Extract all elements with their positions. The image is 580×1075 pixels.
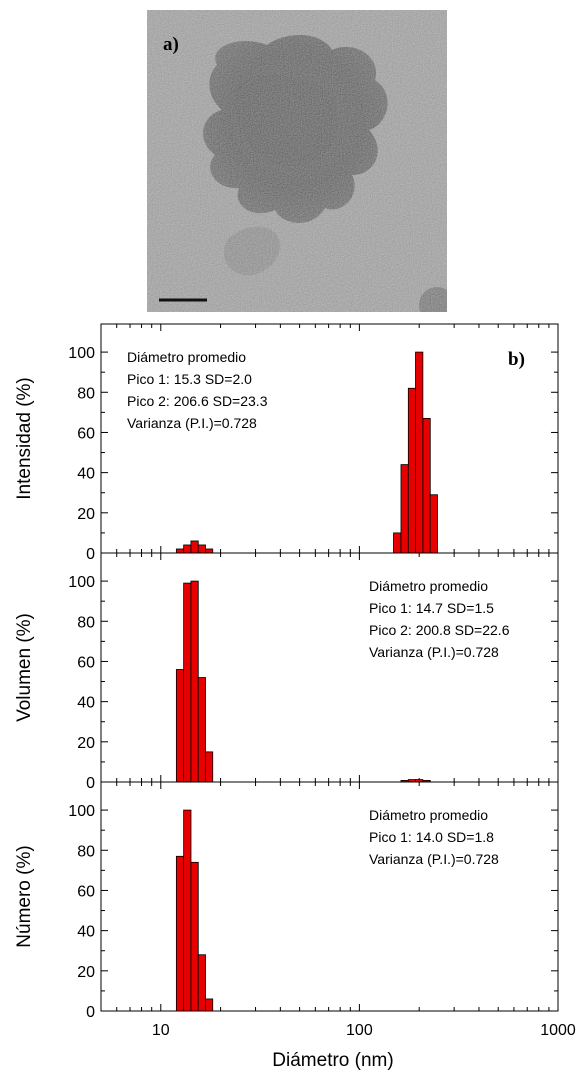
annotation-line: Pico 2: 206.6 SD=23.3 — [127, 393, 268, 409]
panel-b-label: b) — [508, 349, 525, 370]
y-tick-label: 0 — [86, 546, 95, 563]
annotation-line: Diámetro promedio — [369, 807, 488, 823]
y-tick-label: 20 — [77, 964, 95, 981]
annotation-line: Pico 1: 14.7 SD=1.5 — [369, 600, 494, 616]
x-tick-label: 1000 — [540, 1022, 576, 1039]
y-tick-label: 60 — [77, 425, 95, 442]
y-tick-label: 100 — [68, 574, 95, 591]
plot-frame — [100, 781, 559, 1012]
x-tick-label: 10 — [152, 1022, 170, 1039]
bar — [204, 998, 214, 1012]
y-tick-label: 80 — [77, 843, 95, 860]
y-tick-label: 100 — [68, 803, 95, 820]
panel-a-label: a) — [163, 34, 179, 55]
bar — [204, 548, 214, 554]
y-tick-label: 80 — [77, 385, 95, 402]
bar — [175, 548, 185, 554]
plot-frame — [100, 552, 559, 783]
y-axis-title: Número (%) — [14, 845, 35, 947]
y-tick-label: 20 — [77, 735, 95, 752]
bar — [190, 580, 199, 783]
panel-2: 0 20 40 60 80 100 Volumen (%) Diámetro promedio… — [14, 552, 559, 792]
bar — [415, 351, 424, 554]
annotation-line: Pico 1: 15.3 SD=2.0 — [127, 371, 252, 387]
y-tick-label: 0 — [86, 1004, 95, 1021]
annotation-line: Diámetro promedio — [127, 349, 246, 365]
annotation-line: Varianza (P.I.)=0.728 — [127, 415, 257, 431]
x-axis-title: Diámetro (nm) — [272, 1050, 393, 1071]
annotation-line: Varianza (P.I.)=0.728 — [369, 851, 499, 867]
y-tick-label: 20 — [77, 506, 95, 523]
panel-1: 0 20 40 60 80 100 Intensidad (%) Diámetro prome… — [14, 323, 559, 563]
y-tick-label: 0 — [86, 775, 95, 792]
bar — [175, 669, 185, 783]
bar — [190, 540, 199, 554]
y-axis-title: Intensidad (%) — [14, 377, 35, 500]
bar — [400, 464, 409, 554]
y-tick-label: 80 — [77, 614, 95, 631]
bar — [183, 544, 192, 554]
bar — [183, 582, 192, 783]
bar — [197, 677, 206, 783]
y-axis-title: Volumen (%) — [14, 613, 35, 722]
tem-micrograph-image: a) — [147, 10, 447, 312]
annotation-line: Diámetro promedio — [369, 578, 488, 594]
y-tick-label: 100 — [68, 345, 95, 362]
bar — [197, 544, 206, 554]
bar — [429, 494, 438, 554]
y-tick-label: 60 — [77, 654, 95, 671]
bar — [190, 861, 199, 1012]
bar — [422, 417, 431, 554]
y-tick-label: 40 — [77, 695, 95, 712]
bar — [204, 751, 214, 783]
y-tick-label: 40 — [77, 466, 95, 483]
x-tick-label: 100 — [346, 1022, 373, 1039]
bar — [407, 387, 417, 554]
bar — [393, 532, 402, 554]
annotation-line: Pico 2: 200.8 SD=22.6 — [369, 622, 510, 638]
annotation-line: Varianza (P.I.)=0.728 — [369, 644, 499, 660]
panel-3: 0 20 40 60 80 100 Número (%) Diámetro promedio P… — [14, 781, 559, 1021]
bar — [183, 809, 192, 1012]
y-tick-label: 40 — [77, 924, 95, 941]
y-tick-label: 60 — [77, 883, 95, 900]
bar — [197, 954, 206, 1012]
annotation-line: Pico 1: 14.0 SD=1.8 — [369, 829, 494, 845]
bar — [175, 855, 185, 1012]
